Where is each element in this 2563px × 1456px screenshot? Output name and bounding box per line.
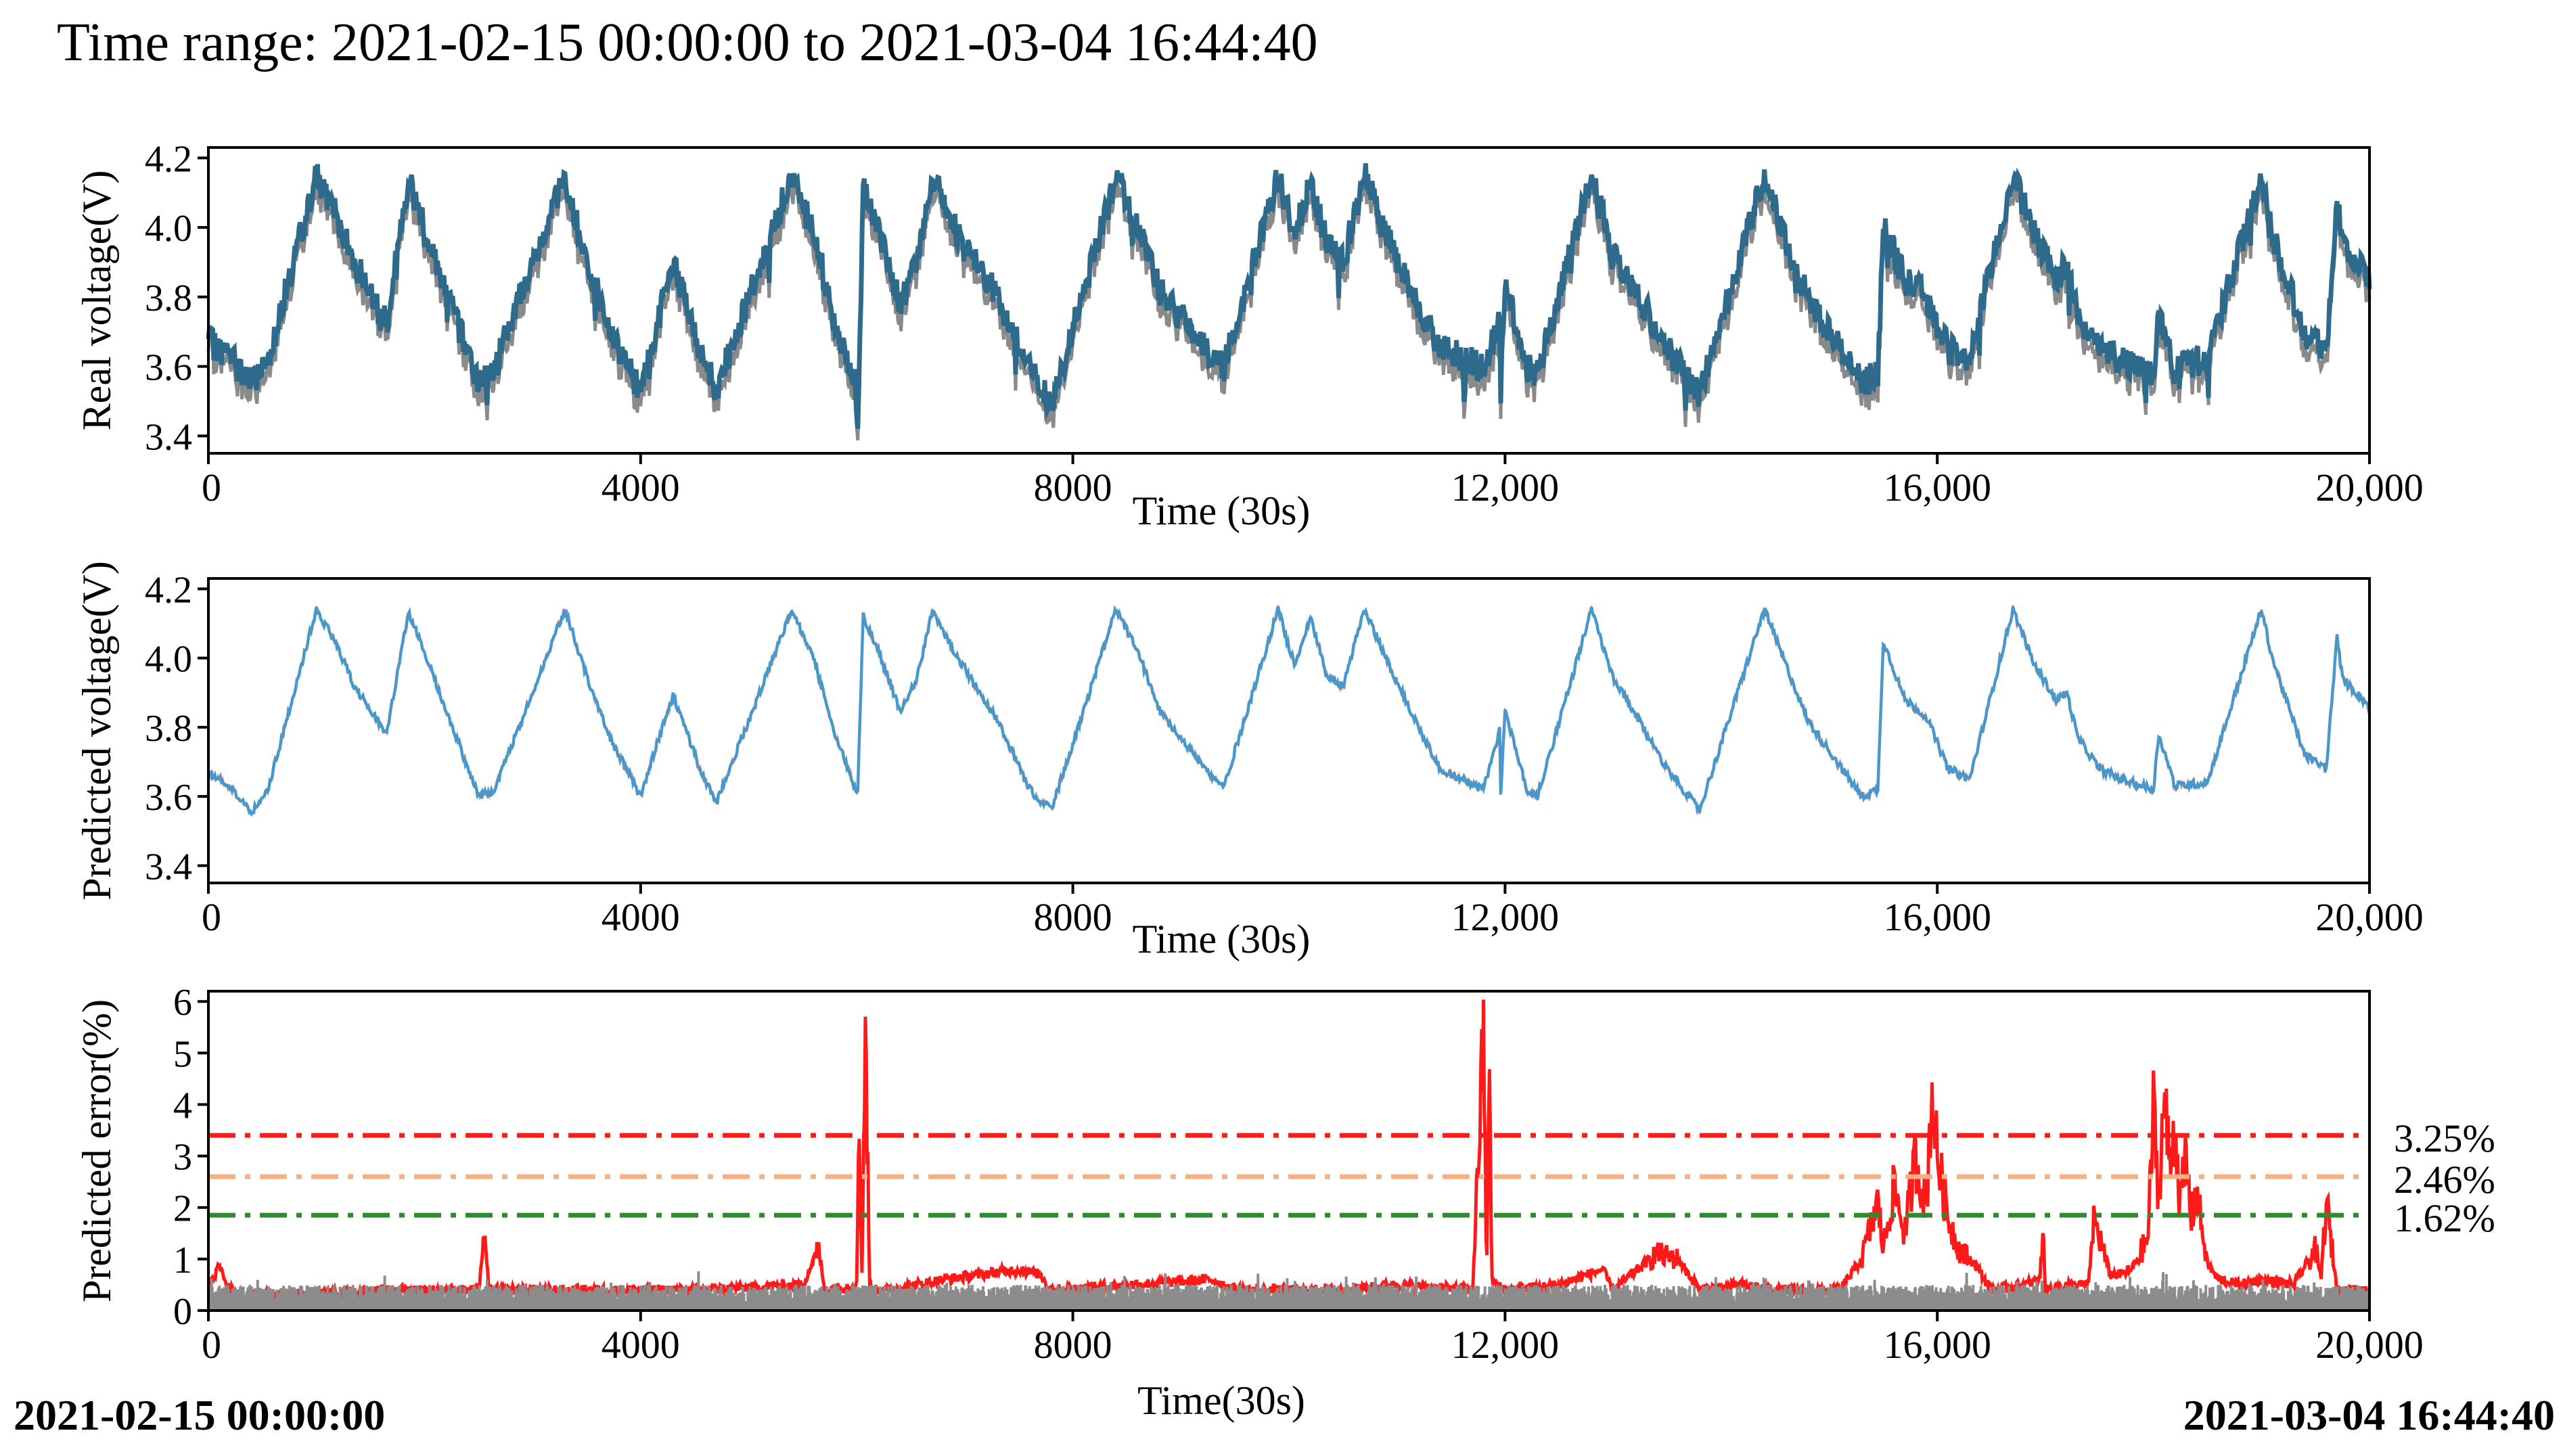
x-tick-label: 4000	[602, 1323, 680, 1367]
y-tick-label: 3.8	[145, 277, 192, 319]
y-tick-label: 3.6	[145, 347, 192, 389]
plot-frame	[207, 577, 2371, 884]
start-time-label: 2021-02-15 00:00:00	[14, 1391, 386, 1439]
y-tick-label: 3	[173, 1137, 192, 1179]
plot-area	[207, 999, 2372, 1311]
x-tick-label: 0	[202, 1323, 221, 1367]
x-tick-label: 16,000	[1883, 895, 1991, 939]
y-tick-label: 4.0	[145, 208, 192, 250]
threshold-label: 2.46%	[2394, 1158, 2495, 1202]
y-tick-label: 4.2	[145, 569, 192, 611]
y-tick-label: 0	[173, 1291, 192, 1333]
x-tick-label: 4000	[602, 465, 680, 509]
x-tick-label: 8000	[1034, 465, 1112, 509]
predicted-error-line	[207, 999, 2372, 1304]
x-axis-label: Time (30s)	[1133, 488, 1311, 533]
y-axis-label: Predicted error(%)	[74, 999, 119, 1302]
plot-area	[206, 604, 2372, 817]
plot-area	[206, 163, 2372, 441]
x-tick-label: 0	[202, 465, 221, 509]
predicted-voltage-panel: 3.4 3.6 3.8 4.0 4.2 0 4000 8000 12,000 16,000 20,0…	[74, 561, 2424, 961]
x-tick-label: 12,000	[1451, 465, 1560, 509]
plot-frame	[207, 146, 2371, 455]
y-tick-label: 4.2	[145, 138, 192, 180]
x-tick-label: 12,000	[1451, 895, 1560, 939]
y-tick-label: 3.4	[145, 416, 192, 458]
y-tick-label: 2	[173, 1188, 192, 1230]
y-tick-label: 4	[173, 1085, 192, 1127]
figure-title: Time range: 2021-02-15 00:00:00 to 2021-…	[57, 13, 1318, 72]
y-tick-label: 3.6	[145, 777, 192, 819]
y-axis-label: Real voltage(V)	[74, 170, 119, 431]
x-tick-label: 0	[202, 895, 221, 939]
x-tick-label: 16,000	[1883, 465, 1991, 509]
x-axis-label: Time (30s)	[1133, 917, 1311, 961]
real-voltage-line	[206, 163, 2372, 430]
end-time-label: 2021-03-04 16:44:40	[2183, 1391, 2555, 1439]
y-tick-label: 4.0	[145, 639, 192, 681]
x-tick-label: 20,000	[2315, 465, 2424, 509]
threshold-label: 1.62%	[2394, 1196, 2495, 1240]
x-tick-label: 16,000	[1883, 1323, 1991, 1367]
y-tick-label: 6	[173, 982, 192, 1024]
x-axis-label: Time(30s)	[1137, 1378, 1305, 1423]
predicted-voltage-line	[206, 605, 2372, 817]
plot-frame	[207, 990, 2371, 1312]
y-tick-label: 3.4	[145, 846, 192, 888]
x-tick-label: 4000	[602, 895, 680, 939]
x-tick-label: 8000	[1034, 1323, 1112, 1367]
x-tick-label: 8000	[1034, 895, 1112, 939]
y-tick-label: 5	[173, 1033, 192, 1075]
x-tick-label: 20,000	[2315, 1323, 2424, 1367]
x-tick-label: 20,000	[2315, 895, 2424, 939]
x-tick-label: 12,000	[1451, 1323, 1560, 1367]
y-tick-label: 3.8	[145, 708, 192, 750]
predicted-voltage-alt-line	[208, 604, 2371, 815]
y-tick-label: 1	[173, 1239, 192, 1281]
real-voltage-panel: 3.4 3.6 3.8 4.0 4.2 0 4000 8000 12,000 16,000 20,0…	[74, 138, 2424, 533]
y-axis-label: Predicted voltage(V)	[74, 561, 119, 900]
threshold-label: 3.25%	[2394, 1116, 2495, 1160]
